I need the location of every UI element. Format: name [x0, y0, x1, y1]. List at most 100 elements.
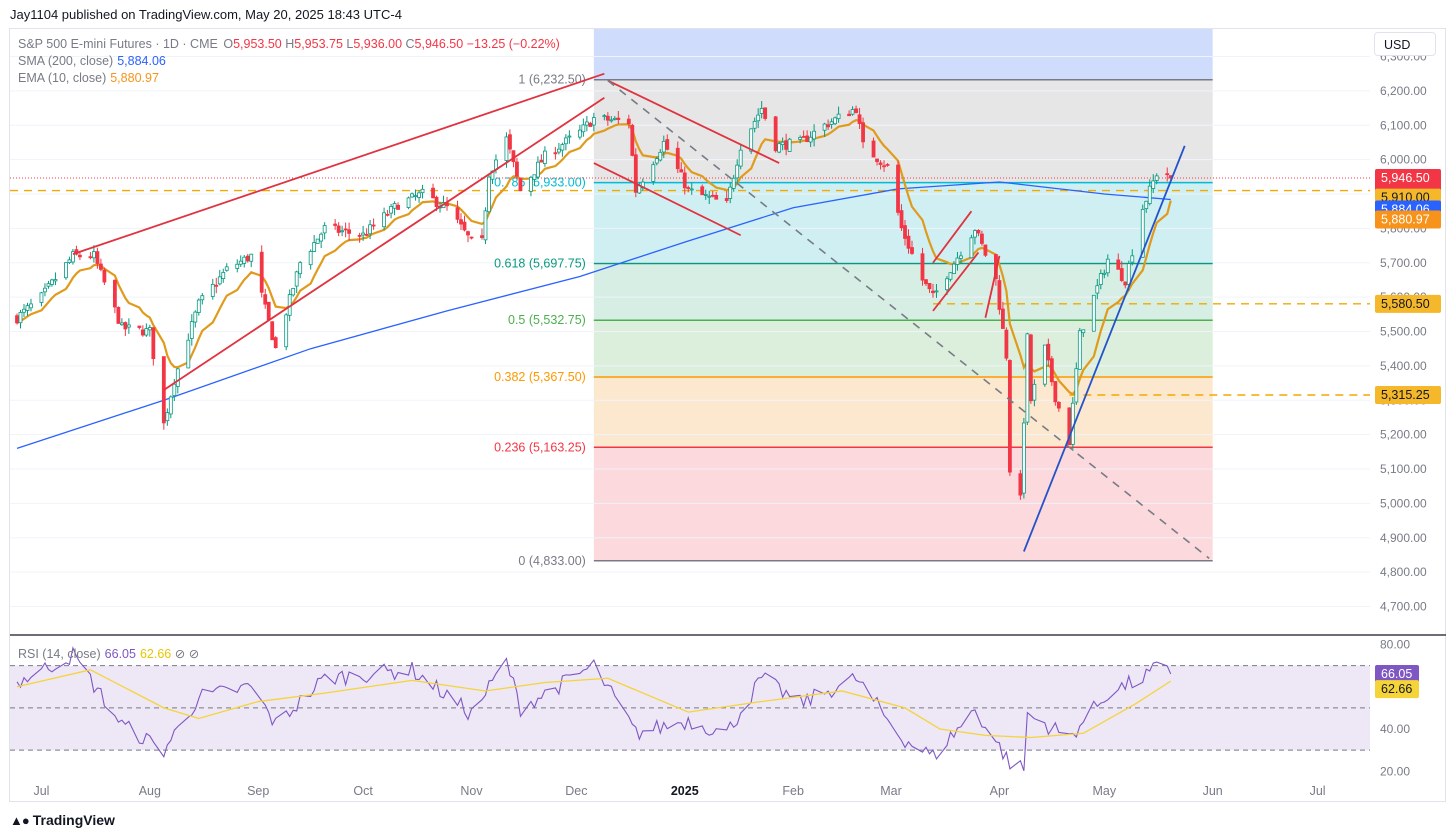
- tradingview-logo[interactable]: ▲● TradingView: [10, 812, 115, 828]
- candle-body: [315, 238, 320, 244]
- candle-body: [18, 312, 23, 324]
- flag-lower-line[interactable]: [593, 162, 742, 237]
- candle-body: [581, 124, 586, 133]
- candle-body: [336, 225, 341, 233]
- eye-off-icon[interactable]: ⊘: [174, 647, 186, 661]
- rsi-badge-label: 62.66: [1381, 682, 1412, 696]
- candle-body: [410, 193, 414, 198]
- candle-body: [1004, 329, 1009, 359]
- price-badge-label: 5,580.50: [1381, 297, 1430, 311]
- candle-body: [826, 124, 830, 128]
- currency-button[interactable]: USD: [1374, 32, 1436, 56]
- candle-body: [273, 337, 278, 349]
- candle-body: [413, 195, 418, 198]
- fib-level-label: 0.786 (5,933.00): [494, 176, 586, 190]
- candle-body: [368, 224, 373, 235]
- candle-body: [434, 196, 439, 207]
- candle-body: [98, 263, 103, 270]
- candle-body: [899, 210, 904, 229]
- candle-body: [952, 263, 956, 275]
- candle-body: [850, 109, 855, 115]
- candle-body: [1119, 268, 1124, 281]
- candle-body: [67, 259, 72, 264]
- eye-off-icon[interactable]: ⊘: [188, 647, 200, 661]
- publication-header: Jay1104 published on TradingView.com, Ma…: [0, 0, 1456, 28]
- low-label: L: [346, 37, 354, 51]
- flag-upper-line[interactable]: [607, 79, 780, 164]
- rsi-label: RSI (14, close): [18, 647, 101, 661]
- candle-body: [773, 116, 778, 152]
- candle-body: [948, 272, 953, 280]
- symbol-legend[interactable]: S&P 500 E-mini Futures · 1D · CME O5,953…: [18, 37, 560, 51]
- fib-level-label: 0.618 (5,697.75): [494, 257, 586, 271]
- ema-legend[interactable]: EMA (10, close) 5,880.97: [18, 71, 159, 85]
- tradingview-logo-icon: ▲●: [10, 812, 30, 828]
- price-badge: [1375, 294, 1441, 313]
- candle-body: [955, 257, 960, 265]
- candle-body: [392, 203, 397, 209]
- open-label: O: [223, 37, 234, 51]
- candle-body: [1154, 175, 1159, 181]
- candle-body: [605, 115, 610, 121]
- candle-body: [343, 228, 348, 231]
- candle-body: [487, 176, 491, 213]
- tradingview-brand: TradingView: [32, 812, 115, 828]
- time-axis-tick: Nov: [460, 784, 483, 798]
- candle-body: [529, 176, 533, 192]
- candle-body: [515, 161, 519, 177]
- candle-body: [1001, 308, 1005, 329]
- time-axis-tick: Aug: [139, 784, 161, 798]
- candle-body: [777, 143, 782, 153]
- march-spike-line[interactable]: [984, 255, 1001, 318]
- candle-body: [906, 235, 911, 249]
- candle-body: [710, 194, 715, 197]
- rsi-legend[interactable]: RSI (14, close) 66.05 62.66 ⊘ ⊘: [18, 646, 199, 661]
- candle-body: [661, 140, 666, 153]
- candle-body: [1032, 383, 1037, 401]
- candle-body: [46, 283, 51, 287]
- candle-body: [1116, 259, 1121, 270]
- fib-zone: [593, 320, 1213, 378]
- candle-body: [196, 299, 201, 313]
- candle-body: [483, 210, 488, 241]
- candle-body: [543, 150, 547, 164]
- sma-200-line: [16, 181, 1171, 449]
- upper-wedge-line[interactable]: [72, 72, 605, 256]
- candle-body: [29, 303, 33, 309]
- candle-body: [200, 295, 205, 301]
- march-channel-upper[interactable]: [932, 210, 973, 264]
- symbol-title: S&P 500 E-mini Futures · 1D · CME: [18, 37, 218, 51]
- candle-body: [518, 177, 523, 192]
- candle-body: [259, 251, 264, 293]
- sma-legend[interactable]: SMA (200, close) 5,884.06: [18, 54, 166, 68]
- ema-10-line: [16, 119, 1172, 396]
- march-channel-lower[interactable]: [932, 251, 980, 312]
- candle-body: [616, 117, 621, 121]
- time-axis-tick: Sep: [247, 784, 269, 798]
- candle-body: [126, 324, 131, 328]
- candle-body: [1049, 358, 1054, 383]
- price-axis-tick: 5,200.00: [1380, 428, 1427, 442]
- sma-label: SMA (200, close): [18, 54, 114, 68]
- candle-body: [140, 329, 145, 336]
- candle-body: [1056, 401, 1061, 409]
- time-axis-tick: Oct: [353, 784, 373, 798]
- candle-body: [591, 117, 596, 126]
- rsi-axis-tick: 80.00: [1380, 637, 1410, 651]
- candle-body: [969, 237, 974, 259]
- candle-body: [270, 321, 275, 341]
- candle-body: [147, 327, 152, 331]
- blue-uptrend-line[interactable]: [1023, 145, 1186, 552]
- candle-body: [1046, 343, 1051, 361]
- candle-body: [385, 213, 390, 216]
- candle-body: [1102, 272, 1107, 275]
- candle-body: [896, 164, 900, 213]
- candle-body: [556, 148, 561, 153]
- candle-body: [119, 322, 124, 326]
- lower-wedge-line[interactable]: [163, 96, 605, 391]
- candle-body: [214, 284, 219, 287]
- candle-body: [931, 290, 935, 294]
- candle-body: [39, 292, 44, 303]
- candle-body: [455, 207, 460, 220]
